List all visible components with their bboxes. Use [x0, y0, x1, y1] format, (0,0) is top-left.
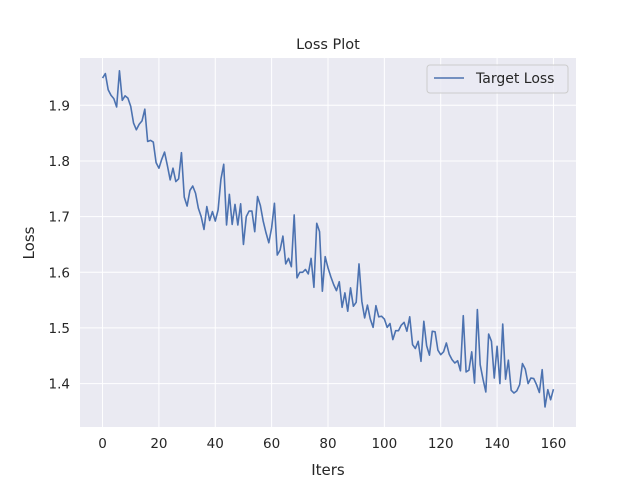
x-tick-label: 100 [371, 436, 397, 452]
x-tick-label: 120 [428, 436, 454, 452]
chart-title: Loss Plot [296, 37, 360, 53]
y-tick-label: 1.4 [49, 377, 70, 393]
x-tick-label: 80 [319, 436, 336, 452]
y-tick-label: 1.9 [49, 98, 70, 114]
y-tick-label: 1.6 [49, 265, 70, 281]
x-tick-label: 40 [207, 436, 224, 452]
x-axis-label: Iters [311, 461, 345, 479]
legend: Target Loss [426, 64, 569, 94]
x-tick-label: 0 [98, 436, 107, 452]
x-tick-label: 160 [541, 436, 567, 452]
series-line-target-loss [101, 70, 555, 408]
x-tick-label: 20 [150, 436, 167, 452]
legend-box [426, 64, 569, 94]
legend-label: Target Loss [475, 71, 554, 87]
x-tick-label: 140 [484, 436, 510, 452]
series-layer [101, 70, 555, 408]
x-tick-label: 60 [263, 436, 280, 452]
y-axis-ticks: 1.4 1.5 1.6 1.7 1.8 1.9 [49, 98, 70, 392]
y-axis-label: Loss [20, 226, 38, 259]
y-tick-label: 1.7 [49, 210, 70, 226]
y-tick-label: 1.8 [49, 154, 70, 170]
x-axis-ticks: 0 20 40 60 80 100 120 140 160 [98, 436, 566, 452]
y-tick-label: 1.5 [49, 321, 70, 337]
grid-lines [80, 58, 576, 427]
